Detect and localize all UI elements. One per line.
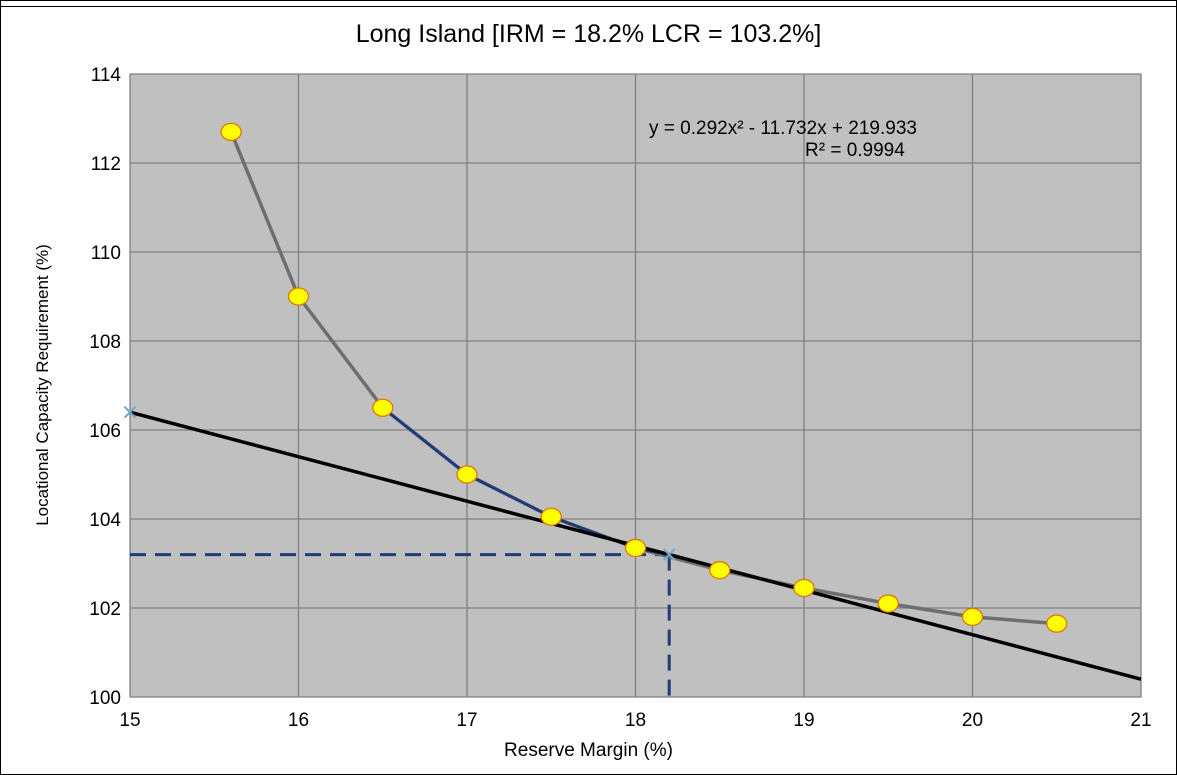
x-tick-label: 19: [793, 710, 814, 731]
data-point-marker: [220, 122, 242, 142]
x-tick-label: 18: [625, 710, 646, 731]
gridlines: [129, 73, 1142, 698]
y-tick-label: 104: [89, 510, 121, 531]
top-border-line: [1, 6, 1176, 7]
x-tick-label: 20: [962, 710, 983, 731]
data-point-marker: [961, 607, 984, 627]
x-tick-label: 17: [456, 710, 477, 731]
series-markers: [123, 122, 1068, 633]
y-tick-label: 114: [91, 65, 122, 86]
selected-point-marker: [662, 548, 676, 561]
x-tick-label: 15: [119, 710, 140, 731]
chart-title: Long Island [IRM = 18.2% LCR = 103.2%]: [355, 20, 822, 48]
data-point-marker: [456, 465, 478, 484]
y-tick-label: 110: [91, 243, 121, 264]
data-point-marker: [1046, 614, 1068, 633]
x-axis-label: Reserve Margin (%): [504, 740, 673, 761]
y-tick-label: 102: [89, 599, 121, 620]
tangent-start-marker: [123, 405, 137, 419]
data-point-marker: [540, 507, 562, 526]
tick-labels: 15 16 17 18 19 20 21 100 102 104 106 108 110 112 114: [89, 65, 1151, 731]
equation-text: y = 0.292x² - 11.732x + 219.933: [649, 118, 917, 139]
data-point-marker: [372, 398, 394, 417]
tangent-start-marker-stroke: [123, 405, 137, 419]
selected-point-marker-stroke: [662, 548, 676, 561]
data-point-marker: [709, 561, 731, 580]
data-point-marker: [624, 538, 647, 558]
data-point-marker: [793, 578, 815, 598]
x-tick-label: 21: [1130, 710, 1151, 731]
y-tick-label: 112: [91, 154, 121, 175]
data-point-marker: [877, 594, 899, 613]
y-tick-label: 100: [89, 688, 121, 709]
y-tick-label: 108: [89, 332, 121, 353]
guide-lines: [130, 553, 671, 697]
trendline-equation: y = 0.292x² - 11.732x + 219.933 R² = 0.9…: [649, 118, 979, 162]
y-tick-label: 106: [89, 421, 121, 442]
x-tick-label: 16: [288, 710, 309, 731]
r-squared-text: R² = 0.9994: [805, 140, 905, 161]
data-point-marker: [287, 287, 310, 306]
